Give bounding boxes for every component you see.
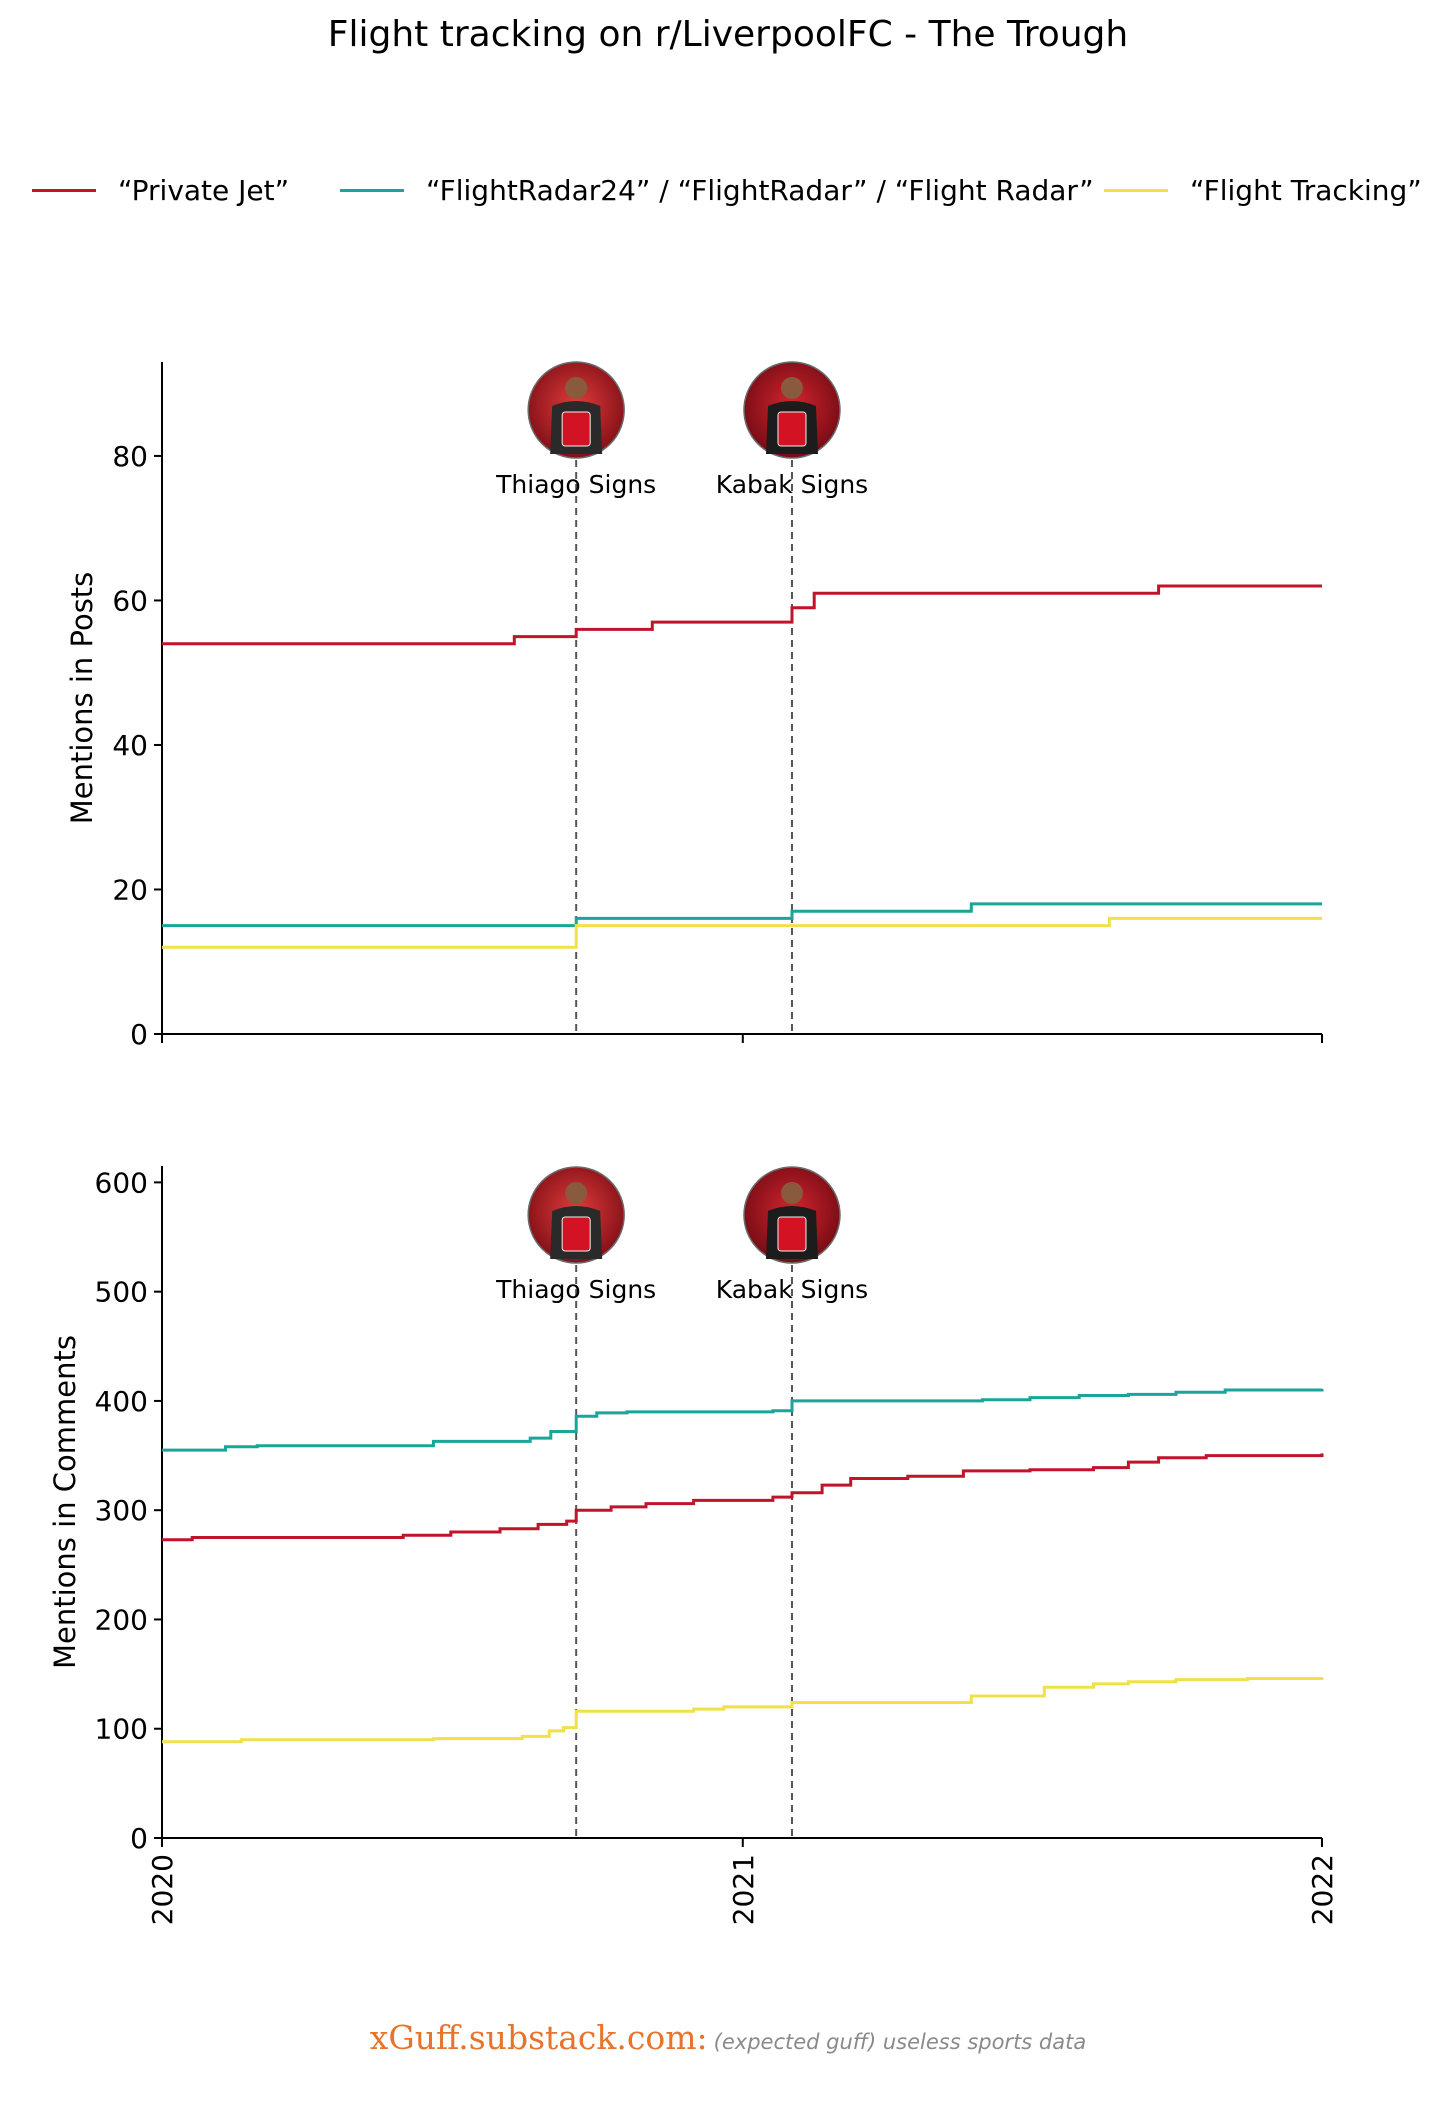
legend-item-private-jet: “Private Jet”	[32, 168, 289, 212]
y-axis-label: Mentions in Posts	[65, 572, 99, 825]
event-label: Kabak Signs	[716, 470, 868, 499]
footer-tagline: (expected guff) useless sports data	[713, 2030, 1087, 2054]
kabak-avatar-jersey	[777, 1216, 807, 1252]
y-tick-label: 20	[112, 873, 148, 906]
y-axis-label: Mentions in Comments	[48, 1335, 82, 1669]
legend-label-flight-tracking: “Flight Tracking”	[1190, 173, 1422, 207]
legend-item-flight-tracking: “Flight Tracking”	[1104, 168, 1422, 212]
thiago-avatar-head	[565, 377, 588, 399]
chart-title: Flight tracking on r/LiverpoolFC - The T…	[327, 14, 1129, 55]
footer-brand: xGuff.substack.com:	[369, 2018, 708, 2057]
event-label: Thiago Signs	[495, 470, 656, 499]
event-label: Thiago Signs	[495, 1275, 656, 1304]
y-tick-label: 0	[130, 1018, 148, 1051]
kabak-avatar-jersey	[777, 411, 807, 447]
x-tick-label: 2021	[727, 1854, 760, 1925]
y-tick-label: 300	[95, 1494, 148, 1527]
thiago-avatar-jersey	[561, 411, 591, 447]
x-tick-label: 2022	[1306, 1854, 1339, 1925]
legend-swatch-flightradar	[340, 188, 404, 192]
y-tick-label: 80	[112, 440, 148, 473]
thiago-avatar-jersey	[561, 1216, 591, 1252]
series-line-flightradar	[162, 1388, 1324, 1452]
series-line-flightradar	[162, 902, 1322, 928]
legend-swatch-flight-tracking	[1104, 188, 1168, 192]
kabak-avatar-head	[780, 377, 803, 399]
y-tick-label: 500	[95, 1276, 148, 1309]
legend-swatch-private-jet	[32, 188, 96, 192]
legend-label-private-jet: “Private Jet”	[118, 173, 290, 207]
legend-item-flightradar: “FlightRadar24” / “FlightRadar” / “Fligh…	[340, 168, 1094, 212]
legend-label-flightradar: “FlightRadar24” / “FlightRadar” / “Fligh…	[426, 173, 1094, 207]
series-line-flight-tracking	[162, 1677, 1324, 1744]
event-label: Kabak Signs	[716, 1275, 868, 1304]
legend: “Private Jet” “FlightRadar24” / “FlightR…	[0, 168, 1456, 212]
series-line-private-jet	[162, 584, 1322, 646]
y-tick-label: 40	[112, 729, 148, 762]
y-tick-label: 0	[130, 1822, 148, 1855]
series-line-flight-tracking	[162, 916, 1322, 949]
y-tick-label: 200	[95, 1603, 148, 1636]
y-tick-label: 100	[95, 1713, 148, 1746]
y-tick-label: 60	[112, 584, 148, 617]
footer: xGuff.substack.com: (expected guff) usele…	[0, 2018, 1456, 2057]
series-line-private-jet	[162, 1453, 1324, 1542]
y-tick-label: 600	[95, 1166, 148, 1199]
x-tick-label: 2020	[146, 1854, 179, 1925]
thiago-avatar-head	[565, 1182, 588, 1204]
kabak-avatar-head	[780, 1182, 803, 1204]
y-tick-label: 400	[95, 1385, 148, 1418]
